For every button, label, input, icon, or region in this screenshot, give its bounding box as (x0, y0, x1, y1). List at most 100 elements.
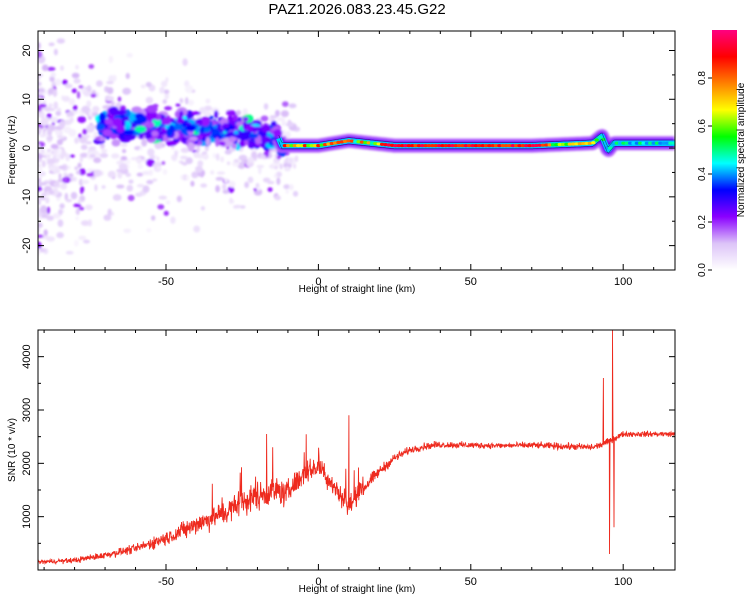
spectrogram-ridge-cell (584, 141, 589, 146)
spectrogram-noise-blob (94, 184, 98, 192)
spectrogram-noise-blob (38, 222, 43, 228)
spectrogram-ridge-cell (376, 142, 381, 146)
spectrogram-ridge-cell (286, 144, 291, 148)
spectrogram-noise-blob (63, 177, 68, 182)
spectrogram-band-blob (209, 115, 214, 120)
spectrogram-noise-blob (165, 200, 171, 205)
spectrogram-ridge-cell (631, 141, 636, 145)
spectrogram-noise-blob (92, 105, 100, 113)
spectrogram-noise-blob (99, 153, 109, 158)
spectrogram-noise-blob (84, 204, 93, 211)
spectrogram-noise-blob (50, 72, 56, 78)
spectrogram-band-blob (200, 116, 210, 127)
spectrogram-band-blob (270, 120, 277, 127)
spectrogram-noise-blob (90, 93, 97, 98)
spectrogram-noise-blob (108, 75, 116, 83)
spectrogram-ridge-cell (651, 141, 656, 145)
spectrogram-noise-blob (205, 98, 211, 104)
spectrogram-ridge-cell (463, 144, 469, 148)
spectrogram-ridge-outline-top (278, 132, 675, 148)
spectrogram-band-blob (161, 117, 172, 126)
spectrogram-ridge-cell (510, 144, 516, 148)
spectrogram-noise-blob (54, 78, 62, 86)
spectrogram-noise-blob (41, 160, 46, 168)
spectrogram-noise-blob (185, 97, 189, 105)
spectrogram-ridge-cell (624, 141, 630, 145)
spectrogram-x-tick-label: 50 (465, 276, 477, 288)
spectrogram-ridge-cell (671, 141, 675, 145)
spectrogram-band-blob (99, 136, 105, 142)
spectrogram-noise-blob (38, 248, 41, 256)
spectrogram-noise-blob (99, 143, 105, 149)
spectrogram-noise-blob (191, 171, 199, 179)
spectrogram-ridge-cell (654, 141, 660, 145)
spectrogram-ridge-cell (420, 144, 425, 148)
spectrogram-band-blob (174, 123, 184, 131)
spectrogram-noise-blob (256, 187, 261, 191)
spectrogram-noise-blob (63, 119, 72, 126)
spectrogram-noise-blob (281, 101, 289, 107)
spectrogram-ridge-cell (574, 142, 579, 146)
snr-axes: -50 0 50 100 1000 2000 3000 4000 (21, 329, 675, 588)
spectrogram-noise-blob (247, 156, 254, 164)
snr-panel: -50 0 50 100 1000 2000 3000 4000 Height of stra… (7, 329, 676, 595)
spectrogram-band-blob (144, 131, 151, 140)
spectrogram-noise-blob (75, 208, 80, 216)
spectrogram-noise-blob (38, 81, 42, 87)
spectrogram-band-blob (227, 115, 234, 123)
spectrogram-ridge-cell (524, 144, 529, 148)
spectrogram-noise-blob (38, 178, 41, 182)
spectrogram-y-tick-label: -10 (21, 189, 33, 205)
spectrogram-noise-blob (53, 48, 58, 56)
spectrogram-ridge-cell (457, 144, 462, 148)
spectrogram-noise-blob (120, 143, 128, 148)
spectrogram-noise-blob (62, 95, 71, 102)
colorbar-tick-label: 0.6 (697, 119, 708, 133)
spectrogram-ridge-cell (503, 144, 509, 148)
spectrogram-ridge (276, 132, 675, 154)
spectrogram-band-blob (218, 141, 226, 147)
spectrogram-band-blob (200, 126, 205, 134)
spectrogram-noise-blob (78, 85, 84, 89)
spectrogram-noise-blob (80, 220, 90, 226)
spectrogram-noise-blob (226, 161, 231, 166)
spectrogram-ridge-cell (413, 144, 418, 148)
spectrogram-band-blob (116, 124, 125, 134)
colorbar-tick-label: 0.8 (697, 71, 708, 85)
spectrogram-noise-blob (193, 151, 200, 159)
spectrogram-noise-blob (255, 182, 260, 189)
spectrogram-band-blob (237, 117, 242, 122)
spectrogram-noise-blob (40, 196, 46, 201)
spectrogram-ridge-cell (644, 141, 650, 145)
spectrogram-band-blob (222, 123, 230, 128)
spectrogram-frame (37, 30, 676, 271)
spectrogram-noise-blob (38, 214, 41, 218)
spectrogram-noise-blob (49, 116, 59, 123)
spectrogram-noise-blob (56, 139, 63, 146)
colorbar-label: Normalized spectral amplitude (736, 82, 747, 217)
spectrogram-noise-blob (57, 219, 64, 228)
spectrogram-noise-blob (276, 117, 286, 122)
spectrogram-noise-blob (52, 170, 60, 174)
spectrogram-noise-blob (117, 170, 123, 179)
spectrogram-noise-blob (101, 185, 106, 189)
snr-frame (37, 329, 676, 571)
spectrogram-noise-blob (86, 100, 92, 108)
spectrogram-noise-blob (215, 185, 220, 193)
spectrogram-ridge-cell (400, 144, 405, 148)
spectrogram-noise-blob (93, 157, 102, 164)
spectrogram-ridge-cell (312, 144, 318, 148)
spectrogram-noise-blob (281, 120, 287, 127)
spectrogram-noise-blob (40, 171, 46, 177)
spectrogram-noise-blob (48, 103, 53, 108)
spectrogram-noise-blob (116, 160, 122, 165)
spectrogram-noise-blob (78, 235, 87, 241)
spectrogram-noise-blob (38, 105, 42, 112)
spectrogram-noise-blob (46, 215, 55, 221)
spectrogram-noise-blob (180, 161, 184, 165)
spectrogram-noise-blob (284, 166, 291, 172)
spectrogram-band-blob (233, 130, 239, 135)
spectrogram-band-blob (240, 130, 253, 140)
spectrogram-ridge-cell (316, 144, 321, 148)
colorbar: 0.0 0.2 0.4 0.6 0.8 Normalized spectral ampl… (697, 30, 747, 277)
